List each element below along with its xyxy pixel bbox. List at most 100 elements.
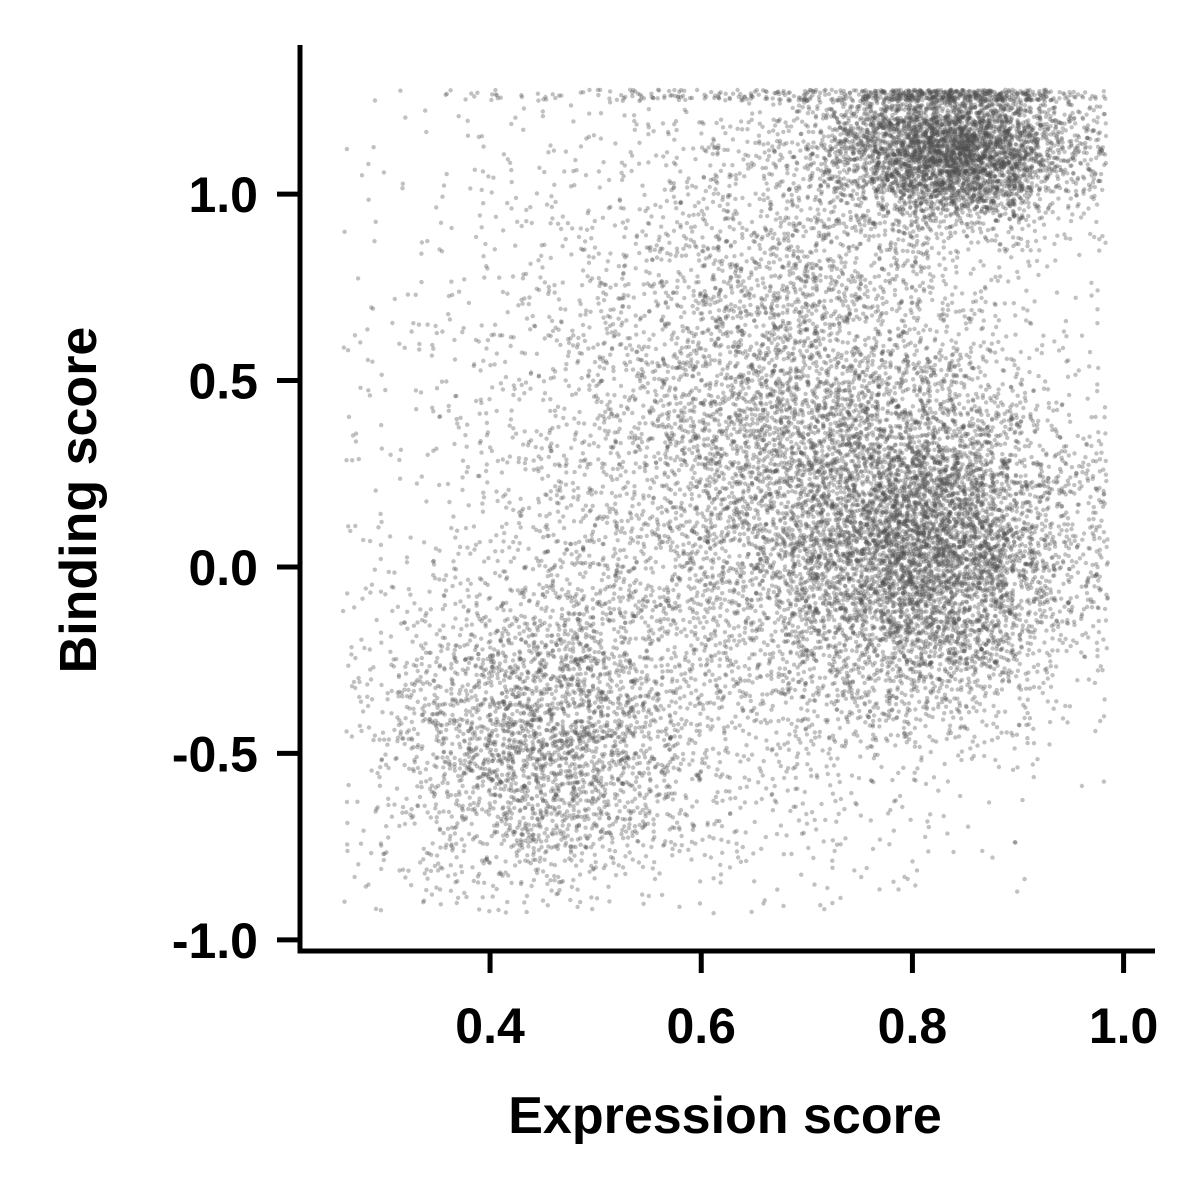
scatter-point [429,892,435,897]
scatter-point [585,211,590,216]
scatter-point [592,245,598,250]
scatter-point [926,551,931,556]
scatter-point [860,127,865,132]
scatter-point [796,195,801,200]
scatter-point [840,465,845,470]
scatter-point [607,899,612,904]
scatter-point [711,601,716,606]
scatter-point [863,410,868,415]
scatter-point [989,512,994,517]
scatter-point [482,580,488,586]
scatter-point [349,645,354,650]
scatter-point [424,779,429,784]
scatter-point [540,585,546,591]
scatter-point [742,775,747,780]
scatter-point [535,91,541,96]
scatter-point [1006,88,1011,93]
scatter-point [549,716,554,721]
scatter-point [453,535,458,540]
scatter-point [929,123,934,129]
scatter-point [485,480,490,485]
scatter-point [931,213,936,218]
scatter-point [572,416,577,421]
scatter-point [355,276,361,281]
scatter-point [749,93,754,99]
scatter-point [706,637,711,642]
scatter-point [761,142,766,147]
scatter-point [799,575,805,580]
scatter-point [923,685,928,691]
scatter-point [448,833,453,839]
scatter-point [484,462,489,467]
scatter-point [839,282,845,288]
scatter-point [631,756,636,761]
scatter-point [716,751,722,756]
scatter-point [794,523,800,528]
scatter-point [594,896,600,901]
scatter-point [686,213,692,218]
scatter-point [996,169,1002,174]
scatter-point [1013,173,1018,178]
scatter-point [1035,662,1041,667]
scatter-point [544,436,549,441]
scatter-point [906,701,912,706]
scatter-point [411,744,416,750]
scatter-point [887,483,892,488]
scatter-point [434,659,439,665]
scatter-point [637,654,643,660]
scatter-point [838,796,844,802]
scatter-point [952,461,957,467]
scatter-point [1087,349,1093,355]
scatter-point [892,552,897,558]
scatter-point [950,258,955,263]
scatter-point [988,557,993,563]
scatter-point [591,133,597,138]
scatter-point [478,839,483,845]
scatter-point [968,152,973,157]
scatter-point [1093,573,1098,578]
scatter-point [1018,550,1024,556]
scatter-point [634,332,639,337]
scatter-point [704,206,710,211]
scatter-point [724,673,729,678]
scatter-point [601,315,606,320]
scatter-point [809,773,814,779]
scatter-point [913,255,918,260]
scatter-point [358,841,364,846]
scatter-point [1103,618,1109,623]
scatter-point [912,542,918,547]
scatter-point [560,719,565,724]
scatter-point [368,590,373,595]
scatter-point [887,280,893,286]
scatter-point [786,320,791,325]
scatter-point [531,467,537,472]
scatter-point [815,525,820,530]
scatter-point [880,301,886,306]
scatter-point [943,89,948,94]
scatter-point [894,412,900,417]
scatter-point [952,104,958,109]
scatter-point [659,663,664,668]
scatter-point [745,715,750,720]
scatter-point [984,408,989,413]
scatter-point [851,188,856,193]
scatter-point [927,149,933,154]
scatter-point [370,359,375,364]
scatter-point [583,503,588,508]
scatter-point [834,161,839,167]
scatter-point [673,200,678,205]
scatter-point [909,444,915,450]
scatter-point [492,829,498,834]
scatter-point [977,585,982,591]
scatter-point [826,217,832,222]
scatter-point [1006,609,1011,614]
scatter-point [392,570,397,575]
scatter-point [622,739,627,744]
scatter-point [708,581,713,587]
scatter-point [1099,148,1105,153]
scatter-point [434,330,439,336]
scatter-point [922,364,928,370]
scatter-point [1004,479,1009,485]
scatter-point [737,688,742,694]
scatter-point [992,561,998,567]
